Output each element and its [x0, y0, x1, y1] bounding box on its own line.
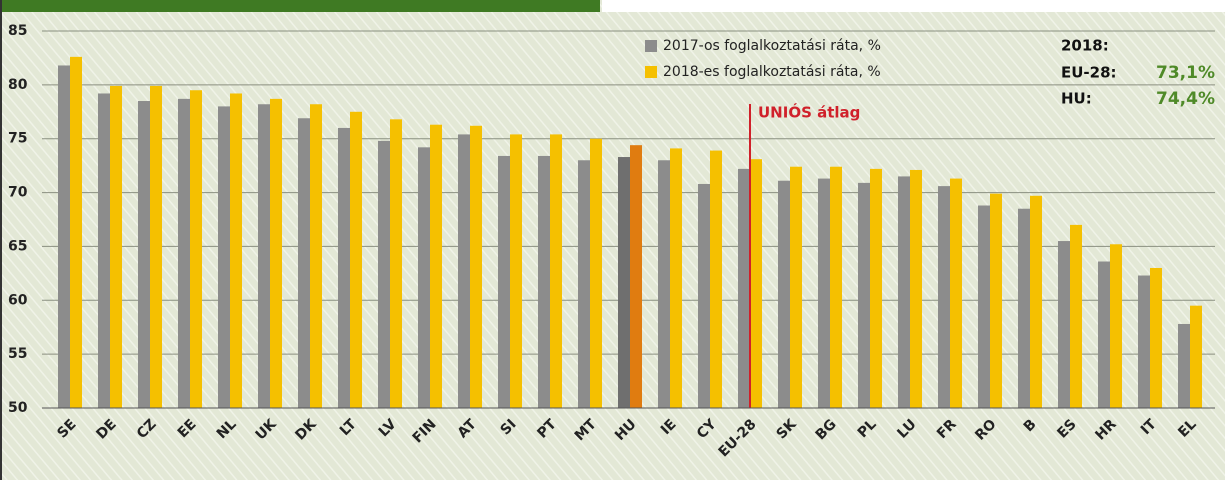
bar — [670, 148, 682, 408]
bar — [378, 140, 390, 408]
bar — [70, 56, 82, 408]
bar — [1098, 261, 1110, 408]
legend-swatch — [645, 40, 657, 52]
bar — [190, 90, 202, 408]
bar — [498, 155, 510, 408]
y-tick-label: 55 — [8, 346, 27, 362]
bar — [1190, 305, 1202, 408]
bar — [458, 134, 470, 409]
bar — [538, 155, 550, 408]
bar — [138, 101, 150, 408]
y-tick-label: 75 — [8, 131, 27, 147]
bar — [978, 205, 990, 408]
bar — [790, 166, 802, 408]
bar — [350, 111, 362, 409]
summary-title: 2018: — [1061, 37, 1109, 55]
bar — [338, 127, 350, 408]
bar — [578, 160, 590, 408]
bar — [938, 186, 950, 408]
bar — [1030, 195, 1042, 408]
bar — [750, 159, 762, 408]
legend-label: 2017-os foglalkoztatási ráta, % — [663, 38, 881, 54]
bar — [230, 93, 242, 408]
y-tick-label: 85 — [8, 23, 27, 39]
bar — [510, 134, 522, 409]
bar — [1110, 244, 1122, 408]
bar — [710, 150, 722, 408]
bar — [390, 119, 402, 408]
bar — [818, 178, 830, 408]
bar — [778, 180, 790, 408]
summary-value: 74,4% — [1156, 89, 1215, 109]
summary-value: 73,1% — [1156, 63, 1215, 83]
bar — [218, 106, 230, 409]
y-tick-label: 70 — [8, 185, 28, 201]
summary-label: EU-28: — [1061, 64, 1117, 82]
bar — [738, 168, 750, 408]
bar — [658, 160, 670, 408]
bar — [270, 98, 282, 409]
bar — [550, 134, 562, 409]
bar — [590, 138, 602, 408]
legend: 2017-os foglalkoztatási ráta, % 2018-es f… — [645, 38, 881, 80]
header-box — [602, 0, 1225, 12]
y-tick-label: 80 — [8, 77, 28, 93]
bar — [1150, 267, 1162, 408]
bar — [258, 104, 270, 408]
bar — [310, 104, 322, 408]
bar — [418, 147, 430, 408]
legend-swatch — [645, 66, 657, 78]
header-band — [0, 0, 600, 12]
bar — [150, 85, 162, 408]
y-tick-label: 60 — [8, 292, 28, 308]
bar — [618, 157, 630, 408]
bar — [98, 93, 110, 408]
bar — [630, 145, 642, 409]
y-tick-label: 50 — [8, 400, 28, 416]
reference-label: UNIÓS átlag — [758, 103, 860, 122]
bar — [910, 169, 922, 408]
legend-label: 2018-es foglalkoztatási ráta, % — [663, 64, 881, 80]
bar — [990, 193, 1002, 408]
bar — [950, 178, 962, 408]
bar — [870, 168, 882, 408]
bar — [1138, 275, 1150, 408]
bar — [1058, 241, 1070, 408]
y-tick-label: 65 — [8, 238, 27, 254]
bar — [698, 183, 710, 408]
bar — [110, 85, 122, 408]
summary-label: HU: — [1061, 90, 1092, 108]
bar — [858, 182, 870, 408]
bar — [830, 166, 842, 408]
bar — [898, 176, 910, 408]
bar — [1070, 224, 1082, 408]
bar — [298, 118, 310, 409]
bar — [1178, 323, 1190, 408]
bar — [178, 98, 190, 409]
bar — [1018, 208, 1030, 408]
bar — [470, 125, 482, 408]
bar — [430, 124, 442, 408]
bar — [58, 65, 70, 409]
